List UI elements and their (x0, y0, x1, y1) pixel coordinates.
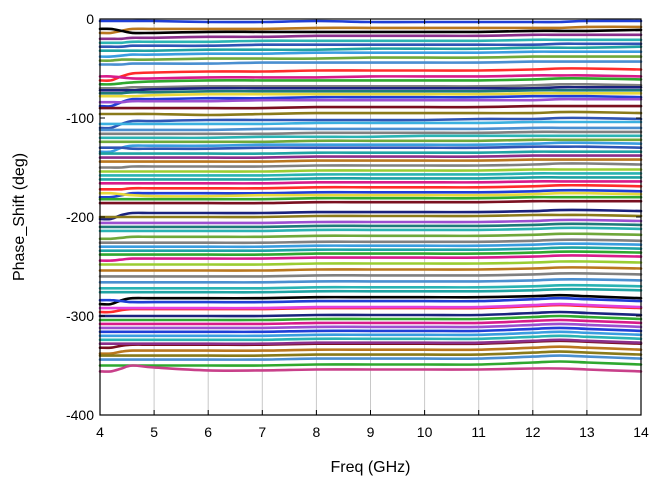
series-line (98, 50, 643, 58)
series-line (98, 168, 643, 173)
y-tick-label: 0 (86, 11, 94, 27)
series-line (98, 266, 643, 272)
x-axis-title: Freq (GHz) (331, 459, 411, 476)
series-line (98, 85, 643, 92)
series-line (98, 154, 643, 159)
series-line (98, 272, 643, 278)
series-line (98, 120, 643, 126)
series-line (98, 38, 643, 45)
series-line (98, 199, 643, 205)
series-line (98, 45, 643, 53)
x-tick-label: 7 (258, 424, 266, 440)
series-line (98, 191, 643, 198)
series-line (98, 162, 643, 169)
series-line (98, 293, 643, 306)
series-line (98, 110, 643, 117)
series-line (98, 330, 643, 338)
series-line (98, 354, 643, 361)
series-line (98, 213, 643, 219)
series-line (98, 76, 643, 86)
x-tick-label: 12 (525, 424, 541, 440)
series-line (98, 74, 643, 80)
series-line (98, 134, 643, 140)
series-line (98, 130, 643, 136)
series-line (98, 283, 643, 290)
series-line (98, 226, 643, 233)
tick-labels: 4 5 6 7 8 9 10 11 12 13 14 0 -100 -200 -300 -400 (66, 11, 649, 440)
series-line (98, 345, 643, 356)
series-line (98, 246, 643, 253)
series-line (98, 208, 643, 221)
y-tick-label: -400 (66, 407, 94, 423)
series-line (98, 350, 643, 357)
series-line (98, 242, 643, 249)
series-line (98, 302, 643, 310)
y-tick-label: -300 (66, 308, 94, 324)
x-tick-label: 4 (96, 424, 104, 440)
series-line (98, 97, 643, 104)
series-line (98, 296, 643, 304)
series-line (98, 287, 643, 294)
series-line (98, 176, 643, 181)
y-tick-label: -200 (66, 209, 94, 225)
series-line (98, 27, 643, 35)
x-tick-label: 8 (313, 424, 321, 440)
series-line (98, 42, 643, 49)
series-line (98, 238, 643, 245)
series-line (98, 138, 643, 144)
y-tick-label: -100 (66, 110, 94, 126)
series-line (98, 310, 643, 318)
series-line (98, 218, 643, 225)
series-line (98, 183, 643, 191)
series-lines (98, 19, 643, 373)
x-tick-label: 10 (417, 424, 433, 440)
series-line (98, 150, 643, 155)
x-tick-label: 14 (633, 424, 649, 440)
series-line (98, 338, 643, 346)
series-line (98, 172, 643, 177)
series-line (98, 195, 643, 201)
series-line (98, 360, 643, 367)
series-line (98, 60, 643, 66)
series-line (98, 322, 643, 330)
series-line (98, 314, 643, 322)
series-line (98, 318, 643, 326)
x-tick-label: 13 (579, 424, 595, 440)
x-tick-label: 6 (204, 424, 212, 440)
axis-ticks (99, 18, 642, 416)
series-line (98, 67, 643, 82)
series-line (98, 254, 643, 262)
series-line (98, 232, 643, 241)
series-line (98, 326, 643, 334)
series-line (98, 277, 643, 284)
series-line (98, 364, 643, 373)
x-tick-label: 5 (150, 424, 158, 440)
series-line (98, 104, 643, 110)
series-line (98, 126, 643, 132)
series-line (98, 158, 643, 163)
series-line (98, 260, 643, 266)
y-axis-title: Phase_Shift (deg) (11, 153, 28, 281)
series-line (98, 145, 643, 151)
series-line (98, 82, 643, 90)
series-line (98, 55, 643, 62)
series-line (98, 88, 643, 95)
series-line (98, 334, 643, 342)
x-tick-label: 9 (367, 424, 375, 440)
series-line (98, 180, 643, 185)
series-line (98, 33, 643, 41)
series-line (98, 222, 643, 229)
x-tick-label: 11 (471, 424, 486, 440)
series-line (98, 91, 643, 98)
series-line (98, 250, 643, 256)
